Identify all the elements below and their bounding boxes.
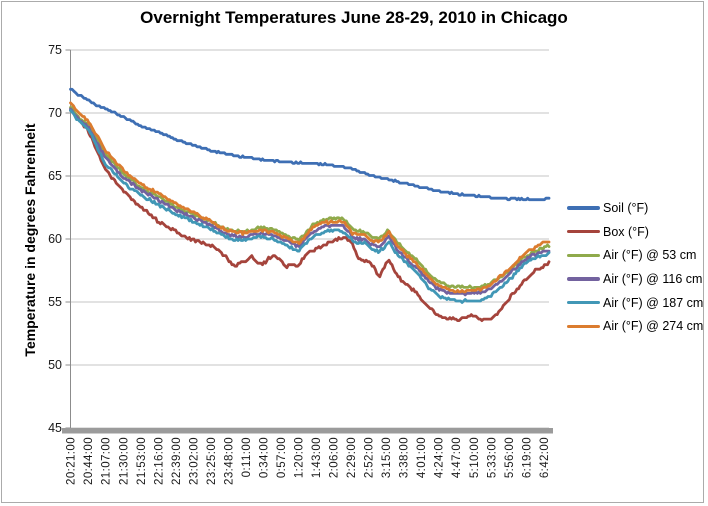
series-line-0 (69, 87, 551, 202)
legend-line-swatch-1 (567, 229, 600, 234)
x-tick-label-10: 0:11:00 (241, 437, 253, 477)
y-tick-label-55: 55 (48, 295, 62, 309)
legend-item-5: Air (°F) @ 274 cm (567, 314, 703, 338)
x-tick-label-22: 4:47:00 (451, 437, 463, 478)
y-tick-label-75: 75 (48, 43, 62, 57)
x-tick-label-23: 5:10:00 (469, 437, 481, 478)
chart-title: Overnight Temperatures June 28-29, 2010 … (140, 8, 568, 27)
x-tick-label-4: 21:53:00 (136, 437, 148, 485)
y-tick-label-50: 50 (48, 358, 62, 372)
legend-label-3: Air (°F) @ 116 cm (603, 271, 703, 286)
legend-line-swatch-3 (567, 277, 600, 281)
legend-label-1: Box (°F) (603, 224, 649, 239)
x-tick-label-24: 5:33:00 (486, 437, 498, 478)
legend-label-2: Air (°F) @ 53 cm (603, 248, 697, 263)
legend-item-4: Air (°F) @ 187 cm (567, 291, 703, 315)
x-tick-label-5: 22:16:00 (153, 437, 165, 485)
y-tick-label-45: 45 (48, 421, 62, 435)
x-tick-label-21: 4:24:00 (434, 437, 446, 478)
legend-line-swatch-5 (567, 324, 600, 328)
series-line-3 (69, 107, 551, 297)
x-tick-label-27: 6:42:00 (539, 437, 551, 478)
legend: Soil (°F) Box (°F) Air (°F) @ 53 cm Air (°F… (567, 196, 703, 338)
legend-item-2: Air (°F) @ 53 cm (567, 243, 703, 267)
x-tick-label-11: 0:34:00 (258, 437, 270, 478)
y-tick-label-60: 60 (48, 232, 62, 246)
legend-item-3: Air (°F) @ 116 cm (567, 267, 703, 291)
x-tick-label-12: 0:57:00 (276, 437, 288, 478)
x-axis-baseline-bar (62, 428, 553, 434)
x-tick-label-20: 4:01:00 (416, 437, 428, 478)
x-tick-label-14: 1:43:00 (311, 437, 323, 478)
legend-label-5: Air (°F) @ 274 cm (603, 319, 704, 334)
legend-label-4: Air (°F) @ 187 cm (603, 295, 704, 310)
series-line-5 (69, 101, 551, 294)
x-tick-label-0: 20:21:00 (66, 437, 78, 485)
x-tick-label-18: 3:15:00 (381, 437, 393, 478)
x-tick-label-16: 2:29:00 (346, 437, 358, 478)
x-tick-label-3: 21:30:00 (118, 437, 130, 485)
legend-item-0: Soil (°F) (567, 196, 703, 220)
y-tick-label-70: 70 (48, 106, 62, 120)
x-tick-label-17: 2:52:00 (364, 437, 376, 478)
x-tick-label-2: 21:07:00 (101, 437, 113, 485)
x-tick-label-6: 22:39:00 (171, 437, 183, 485)
x-tick-label-13: 1:20:00 (294, 437, 306, 478)
x-tick-label-26: 6:19:00 (521, 437, 533, 478)
x-tick-label-8: 23:25:00 (206, 437, 218, 485)
legend-line-swatch-2 (567, 253, 600, 257)
legend-label-0: Soil (°F) (603, 200, 649, 215)
x-tick-label-25: 5:56:00 (504, 437, 516, 478)
legend-line-swatch-4 (567, 300, 600, 305)
legend-line-swatch-0 (567, 206, 600, 210)
x-tick-label-19: 3:38:00 (399, 437, 411, 478)
series-line-2 (69, 106, 551, 291)
series-line-4 (69, 109, 551, 304)
x-tick-label-7: 23:02:00 (188, 437, 200, 485)
y-tick-label-65: 65 (48, 169, 62, 183)
x-tick-label-9: 23:48:00 (223, 437, 235, 485)
x-tick-label-1: 20:44:00 (83, 437, 95, 485)
legend-item-1: Box (°F) (567, 220, 703, 244)
series-line-1 (69, 109, 551, 323)
x-tick-label-15: 2:06:00 (329, 437, 341, 478)
